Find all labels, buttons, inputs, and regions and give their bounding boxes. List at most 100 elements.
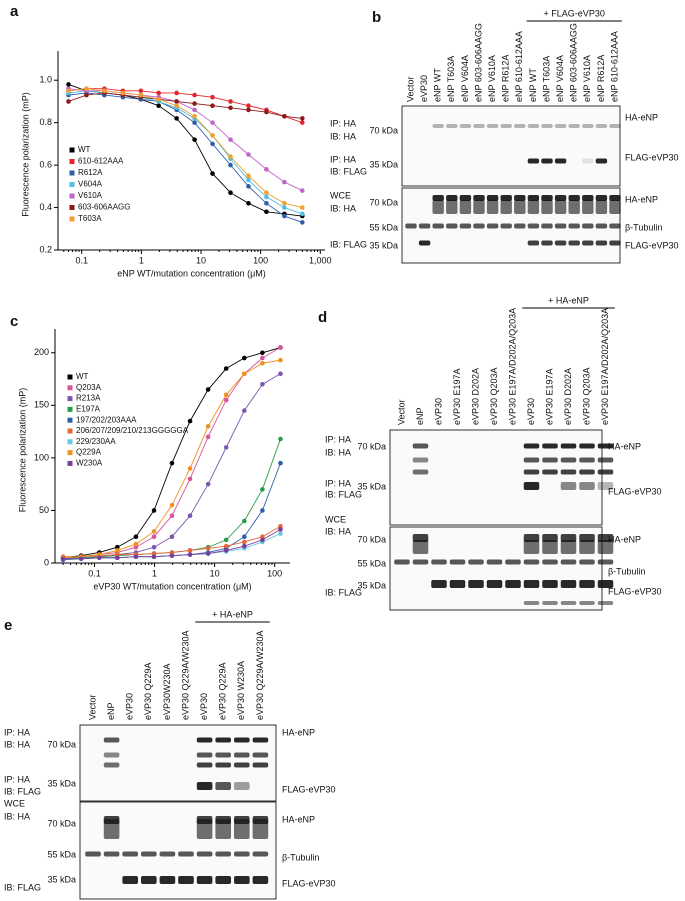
- data-point: [246, 103, 251, 108]
- legend-label: V610A: [78, 191, 103, 200]
- band-label: HA-eNP: [282, 727, 315, 737]
- lane-label: eNP 610-612AAA: [609, 31, 619, 102]
- lane-label: Vector: [87, 694, 97, 720]
- x-tick-label: 1,000: [309, 255, 332, 265]
- band: [527, 240, 540, 246]
- data-point: [300, 188, 305, 193]
- data-point: [278, 436, 283, 442]
- x-tick-label: 10: [196, 255, 206, 265]
- lane-label: eNP WT: [433, 68, 443, 102]
- size-marker: 70 kDa: [357, 441, 386, 451]
- data-point: [223, 548, 229, 553]
- data-point: [223, 445, 229, 450]
- x-tick-label: 100: [253, 255, 268, 265]
- data-point: [210, 103, 215, 108]
- band: [486, 223, 499, 229]
- band: [473, 200, 485, 214]
- band-label: FLAG-eVP30: [625, 152, 679, 162]
- band: [609, 200, 621, 214]
- data-point: [169, 550, 175, 555]
- data-point: [228, 154, 233, 159]
- band: [412, 559, 429, 565]
- band-label: β-Tubulin: [625, 222, 662, 232]
- legend-label: 206/207/209/210/213GGGGGA: [76, 426, 189, 435]
- legend-marker: [67, 374, 73, 380]
- band: [196, 782, 213, 790]
- data-point: [78, 556, 84, 562]
- data-point: [242, 408, 247, 413]
- row-label: IP: HA: [4, 727, 30, 737]
- band: [500, 223, 512, 229]
- band: [468, 580, 484, 588]
- y-axis-label: Fluorescence polarization (mP): [17, 388, 27, 513]
- band: [412, 457, 429, 463]
- legend-marker: [69, 193, 75, 199]
- band: [446, 195, 458, 201]
- y-tick-label: 150: [34, 400, 49, 410]
- data-point: [300, 205, 305, 210]
- band: [252, 819, 269, 839]
- data-point: [151, 551, 157, 556]
- data-point: [242, 539, 247, 545]
- band: [486, 124, 499, 128]
- data-point: [228, 105, 233, 111]
- band: [523, 482, 540, 490]
- y-tick-label: 100: [34, 452, 49, 462]
- row-label: IP: HA: [4, 774, 30, 784]
- lane-label: eVP30: [419, 75, 429, 102]
- band: [582, 124, 594, 128]
- size-marker: 70 kDa: [47, 818, 76, 828]
- lane-label: eVP30 E197A: [544, 368, 554, 425]
- size-marker: 70 kDa: [369, 197, 398, 207]
- y-tick-label: 1.0: [39, 75, 52, 85]
- data-point: [223, 543, 229, 549]
- data-point: [210, 120, 215, 125]
- lane-label: eNP T603A: [541, 56, 551, 102]
- data-point: [156, 97, 161, 102]
- band: [579, 580, 595, 588]
- band-label: β-Tubulin: [282, 852, 319, 862]
- band: [560, 482, 577, 490]
- x-tick-label: 100: [267, 568, 282, 578]
- row-label: IP: HA: [330, 154, 356, 164]
- lane-label: eNP V610A: [487, 55, 497, 102]
- x-tick-label: 10: [210, 568, 220, 578]
- row-label: WCE: [325, 514, 346, 524]
- legend-label: 197/202/203AAA: [76, 415, 137, 424]
- data-point: [210, 141, 215, 147]
- data-point: [169, 460, 175, 466]
- legend-marker: [67, 439, 73, 445]
- data-point: [192, 120, 197, 125]
- legend-marker: [69, 170, 75, 176]
- data-point: [174, 116, 179, 121]
- band-label: HA-eNP: [608, 534, 641, 544]
- lane-label: eVP30 D202A: [470, 368, 480, 425]
- band: [597, 469, 614, 475]
- band: [418, 240, 431, 246]
- lane-label: eVP30 Q203A: [581, 367, 591, 425]
- lane-label: eVP30: [125, 693, 135, 720]
- data-point: [246, 201, 251, 206]
- band: [486, 195, 499, 201]
- data-point: [242, 534, 247, 540]
- x-tick-label: 1: [152, 568, 157, 578]
- legend-label: Q229A: [76, 448, 102, 457]
- size-marker: 70 kDa: [369, 125, 398, 135]
- data-point: [138, 88, 144, 94]
- band: [431, 559, 447, 565]
- data-point: [228, 162, 233, 168]
- band: [196, 851, 213, 857]
- band: [579, 443, 595, 449]
- data-point: [192, 92, 197, 98]
- legend-label: Q203A: [76, 383, 102, 392]
- data-point: [228, 99, 233, 104]
- data-point: [264, 190, 269, 195]
- series-line: [63, 438, 281, 559]
- band: [597, 482, 614, 490]
- band: [252, 737, 269, 743]
- data-point: [192, 114, 197, 119]
- band: [554, 158, 567, 164]
- data-point: [84, 86, 89, 92]
- data-point: [174, 103, 179, 108]
- band: [122, 851, 139, 857]
